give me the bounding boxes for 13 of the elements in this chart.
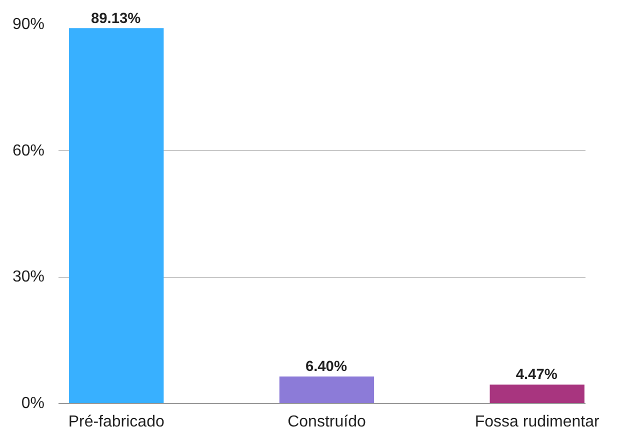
x-tick-label: Fossa rudimentar <box>474 414 600 430</box>
data-label: 89.13% <box>90 10 141 27</box>
y-tick-label: 0% <box>21 395 44 412</box>
x-tick-label: Pré-fabricado <box>68 414 164 430</box>
data-label: 4.47% <box>516 367 558 384</box>
data-label: 6.40% <box>305 359 347 376</box>
y-tick-label: 30% <box>12 268 45 286</box>
bar <box>279 376 374 404</box>
x-tick-label: Construído <box>288 414 366 430</box>
y-tick-label: 90% <box>12 16 45 33</box>
bar <box>490 384 584 404</box>
bar <box>69 28 164 404</box>
y-tick-label: 60% <box>12 142 45 160</box>
